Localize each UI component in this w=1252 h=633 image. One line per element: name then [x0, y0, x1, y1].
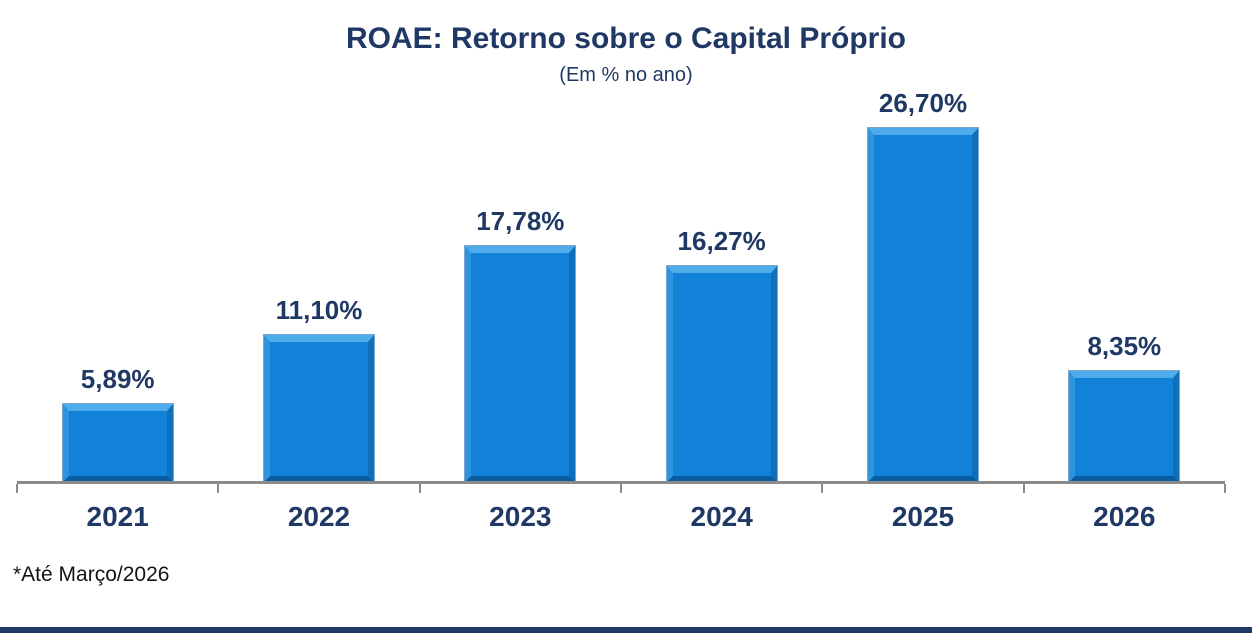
bar-2021: [62, 404, 173, 482]
bar-value-label-2025: 26,70%: [878, 87, 968, 118]
axis-tick: [620, 484, 622, 493]
bar-2025: [867, 128, 978, 482]
chart-footnote: *Até Março/2026: [13, 563, 170, 586]
axis-tick: [1023, 484, 1025, 493]
bottom-accent-bar: [0, 627, 1252, 633]
x-axis-label-2023: 2023: [489, 501, 552, 532]
x-axis-line: [17, 481, 1225, 484]
x-axis-label-2026: 2026: [1093, 501, 1156, 532]
x-axis-label-2024: 2024: [690, 501, 753, 532]
bar-value-label-2024: 16,27%: [677, 225, 766, 256]
axis-tick: [217, 484, 219, 493]
bar-2023: [465, 246, 576, 482]
bar-2026: [1069, 371, 1180, 482]
x-axis-label-2022: 2022: [287, 501, 351, 532]
bar-value-label-2023: 17,78%: [476, 205, 565, 236]
chart-subtitle: (Em % no ano): [559, 64, 693, 86]
axis-tick: [821, 484, 823, 493]
x-axis-labels: 2021 2022 2023 2024 2025 2026: [17, 501, 1225, 533]
bar-group-2023: 17,78%: [420, 0, 621, 482]
bar-group-2022: 11,10%: [218, 0, 419, 482]
bar-2024: [666, 266, 777, 482]
axis-tick: [1224, 484, 1226, 493]
plot-area: 5,89% 11,10% 17,78% 16,27% 26,70% 8,35%: [17, 0, 1225, 482]
bar-group-2026: 8,35%: [1024, 0, 1225, 482]
bar-group-2025: 26,70%: [822, 0, 1023, 482]
axis-tick: [419, 484, 421, 493]
bar-group-2021: 5,89%: [17, 0, 218, 482]
bar-value-label-2026: 8,35%: [1087, 330, 1162, 361]
x-axis-label-2025: 2025: [891, 501, 955, 532]
bar-2022: [263, 335, 374, 482]
chart-title: ROAE: Retorno sobre o Capital Próprio: [345, 22, 907, 55]
bar-group-2024: 16,27%: [621, 0, 822, 482]
bar-value-label-2021: 5,89%: [80, 363, 155, 394]
x-axis-label-2021: 2021: [86, 501, 149, 532]
bar-value-label-2022: 11,10%: [275, 294, 363, 325]
axis-tick: [16, 484, 18, 493]
